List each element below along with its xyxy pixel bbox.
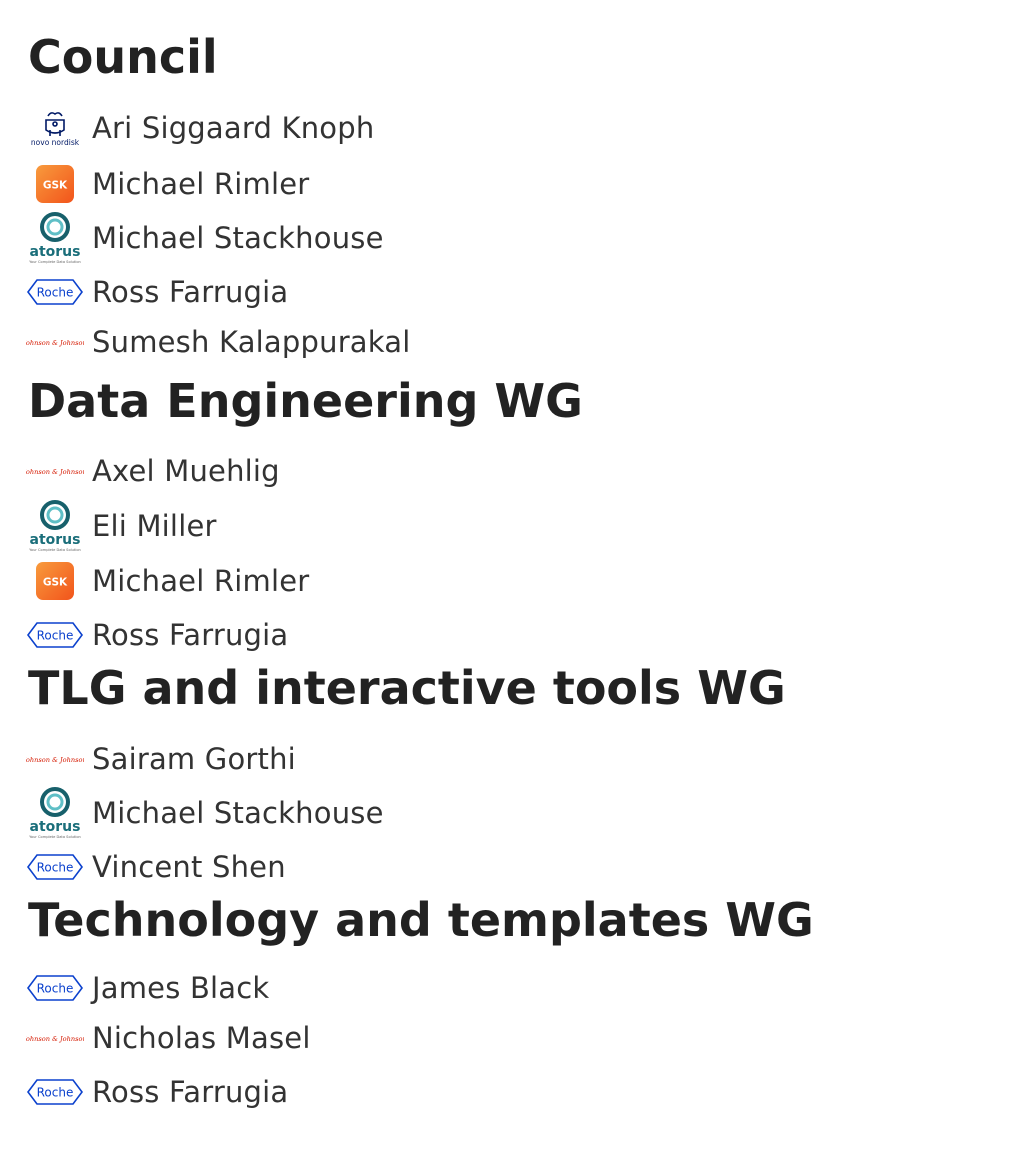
atorus-logo: atorus Your Complete Data Solution — [26, 499, 84, 553]
member-name: Vincent Shen — [92, 850, 286, 884]
member-name: James Black — [92, 971, 270, 1005]
member-row: Johnson & Johnson Sumesh Kalappurakal — [26, 315, 411, 369]
gsk-logo-text: GSK — [43, 180, 68, 192]
atorus-tagline-text: Your Complete Data Solution — [29, 548, 81, 552]
roche-logo: Roche — [26, 1065, 84, 1119]
member-row: Roche Ross Farrugia — [26, 608, 288, 662]
roche-logo: Roche — [26, 608, 84, 662]
member-name: Michael Rimler — [92, 167, 310, 201]
section-heading-tlg-interactive-tools: TLG and interactive tools WG — [28, 661, 786, 715]
member-row: novo nordisk Ari Siggaard Knoph — [26, 101, 374, 155]
member-row: Roche James Black — [26, 961, 269, 1015]
section-heading-council: Council — [28, 30, 218, 84]
gsk-logo: GSK — [26, 554, 84, 608]
member-name: Michael Stackhouse — [92, 796, 384, 830]
member-name: Ross Farrugia — [92, 618, 289, 652]
member-name: Michael Rimler — [92, 564, 310, 598]
jnj-logo-text: Johnson & Johnson — [26, 1035, 84, 1043]
atorus-tagline-text: Your Complete Data Solution — [29, 835, 81, 839]
section-heading-data-engineering: Data Engineering WG — [28, 374, 583, 428]
member-row: Roche Ross Farrugia — [26, 1065, 288, 1119]
member-row: Johnson & Johnson Sairam Gorthi — [26, 732, 296, 786]
jnj-logo-text: Johnson & Johnson — [26, 468, 84, 476]
member-name: Axel Muehlig — [92, 454, 280, 488]
roche-logo: Roche — [26, 840, 84, 894]
section-heading-technology-templates: Technology and templates WG — [28, 893, 814, 947]
johnson-johnson-logo: Johnson & Johnson — [26, 315, 84, 369]
member-name: Ross Farrugia — [92, 1075, 289, 1109]
gsk-logo-text: GSK — [43, 577, 68, 589]
member-row: atorus Your Complete Data Solution Eli M… — [26, 499, 217, 553]
member-row: atorus Your Complete Data Solution Micha… — [26, 786, 384, 840]
jnj-logo-text: Johnson & Johnson — [26, 756, 84, 764]
member-name: Sumesh Kalappurakal — [92, 325, 411, 359]
member-row: Roche Ross Farrugia — [26, 265, 288, 319]
member-row: Roche Vincent Shen — [26, 840, 286, 894]
member-row: GSK Michael Rimler — [26, 157, 309, 211]
gsk-logo: GSK — [26, 157, 84, 211]
roche-logo-text: Roche — [37, 1086, 74, 1100]
roche-logo-text: Roche — [37, 982, 74, 996]
member-name: Ross Farrugia — [92, 275, 289, 309]
roche-logo-text: Roche — [37, 861, 74, 875]
atorus-logo: atorus Your Complete Data Solution — [26, 211, 84, 265]
member-row: atorus Your Complete Data Solution Micha… — [26, 211, 384, 265]
johnson-johnson-logo: Johnson & Johnson — [26, 732, 84, 786]
johnson-johnson-logo: Johnson & Johnson — [26, 444, 84, 498]
atorus-logo-text: atorus — [30, 532, 81, 548]
member-name: Michael Stackhouse — [92, 221, 384, 255]
member-row: Johnson & Johnson Axel Muehlig — [26, 444, 280, 498]
roche-logo-text: Roche — [37, 629, 74, 643]
member-row: Johnson & Johnson Nicholas Masel — [26, 1011, 311, 1065]
member-name: Eli Miller — [92, 509, 217, 543]
member-row: GSK Michael Rimler — [26, 554, 309, 608]
member-name: Sairam Gorthi — [92, 742, 296, 776]
johnson-johnson-logo: Johnson & Johnson — [26, 1011, 84, 1065]
atorus-tagline-text: Your Complete Data Solution — [29, 260, 81, 264]
roche-logo: Roche — [26, 265, 84, 319]
jnj-logo-text: Johnson & Johnson — [26, 339, 84, 347]
member-name: Nicholas Masel — [92, 1021, 311, 1055]
novo-nordisk-logo: novo nordisk — [26, 101, 84, 155]
roche-logo: Roche — [26, 961, 84, 1015]
atorus-logo-text: atorus — [30, 819, 81, 835]
atorus-logo-text: atorus — [30, 244, 81, 260]
roche-logo-text: Roche — [37, 286, 74, 300]
novo-nordisk-logo-text: novo nordisk — [31, 138, 80, 147]
member-name: Ari Siggaard Knoph — [92, 111, 375, 145]
atorus-logo: atorus Your Complete Data Solution — [26, 786, 84, 840]
